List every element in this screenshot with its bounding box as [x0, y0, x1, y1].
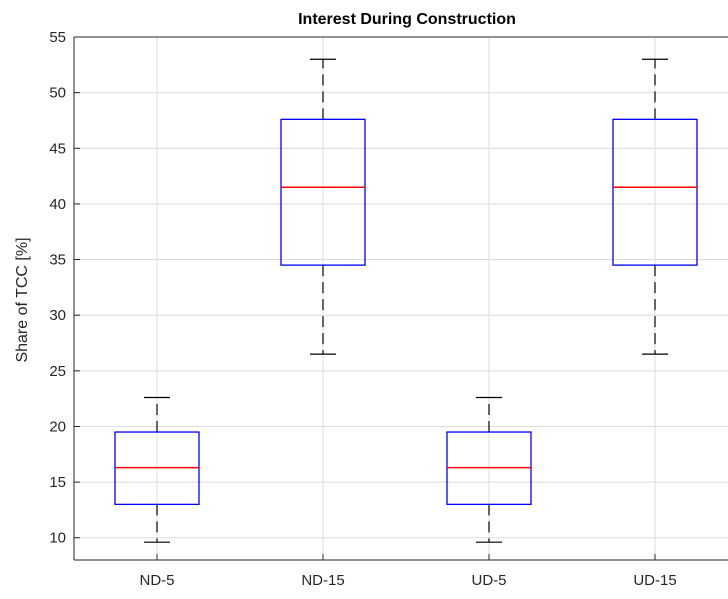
- y-tick-label: 35: [49, 252, 66, 269]
- y-tick-label: 30: [49, 307, 66, 324]
- y-tick-label: 45: [49, 140, 66, 157]
- box-group: [612, 58, 698, 355]
- y-tick-label: 10: [49, 530, 66, 547]
- x-tick-label: UD-15: [633, 572, 676, 589]
- y-tick-label: 15: [49, 474, 66, 491]
- chart-title: Interest During Construction: [298, 11, 516, 28]
- y-axis-label: Share of TCC [%]: [14, 237, 31, 362]
- y-tick-label: 40: [49, 196, 66, 213]
- box-group: [446, 396, 532, 543]
- iqr-box: [280, 118, 366, 266]
- iqr-box: [612, 118, 698, 266]
- y-tick-label: 20: [49, 418, 66, 435]
- labels-layer: 10 15 20 25 30 35 40 45 50 55 ND-5 ND-15 UD-5 UD-15: [49, 29, 676, 589]
- x-tick-label: UD-5: [471, 572, 506, 589]
- y-tick-label: 55: [49, 29, 66, 46]
- box-group: [280, 58, 366, 355]
- y-tick-label: 25: [49, 363, 66, 380]
- y-tick-label: 50: [49, 85, 66, 102]
- boxes-layer: [114, 58, 698, 543]
- x-tick-label: ND-5: [139, 572, 174, 589]
- axes-layer: [73, 36, 728, 561]
- box-group: [114, 396, 200, 543]
- grid-layer: [74, 36, 728, 560]
- x-tick-label: ND-15: [301, 572, 344, 589]
